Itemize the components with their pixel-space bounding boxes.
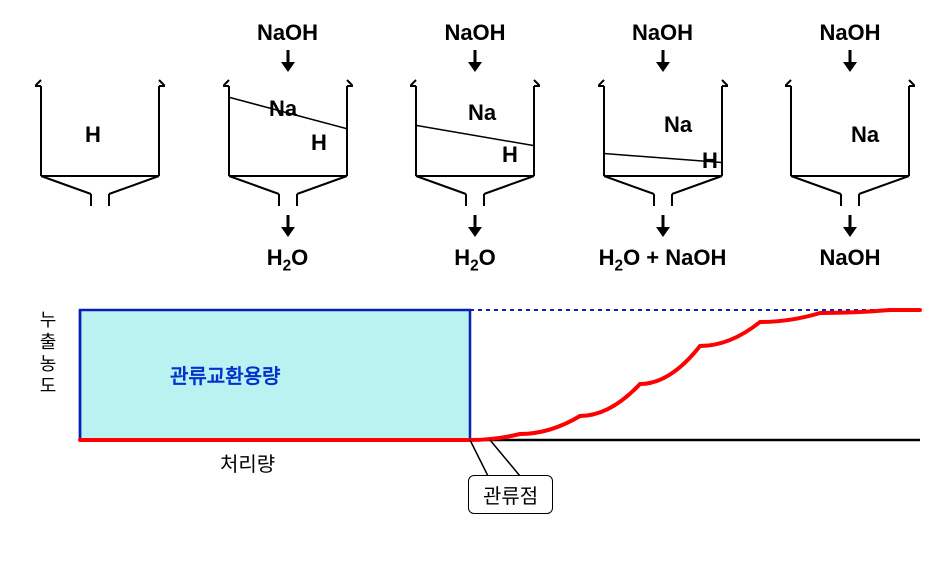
arrow-down-icon [273, 48, 303, 72]
svg-text:H: H [85, 122, 101, 147]
svg-text:Na: Na [851, 122, 880, 147]
breakthrough-callout: 관류점 [468, 475, 553, 514]
svg-text:Na: Na [664, 112, 693, 137]
column-1: H [20, 20, 180, 280]
column-output-label: H2O [454, 245, 496, 271]
arrow-down-icon [460, 48, 490, 72]
svg-text:H: H [702, 148, 718, 173]
arrow-down-icon [835, 213, 865, 237]
column-vessel-icon: Na H [598, 76, 728, 211]
column-row: H NaOH Na H H2ONaOH [20, 20, 930, 280]
chart-svg [20, 300, 930, 560]
svg-text:Na: Na [468, 100, 497, 125]
column-5: NaOH Na NaOH [770, 20, 930, 280]
arrow-down-icon [273, 213, 303, 237]
svg-text:Na: Na [269, 96, 298, 121]
svg-text:H: H [311, 130, 327, 155]
x-axis-label: 처리량 [220, 448, 275, 477]
column-input-label: NaOH [632, 20, 693, 46]
arrow-down-icon [835, 48, 865, 72]
column-vessel-icon: Na H [410, 76, 540, 211]
y-axis-label: 누출농도 [34, 310, 60, 398]
column-input-label: NaOH [819, 20, 880, 46]
column-output-label: H2O + NaOH [599, 245, 727, 271]
arrow-down-icon [460, 213, 490, 237]
column-vessel-icon: H [35, 76, 165, 211]
breakthrough-chart: 누출농도 관류교환용량 처리량 관류점 [20, 300, 930, 560]
column-2: NaOH Na H H2O [208, 20, 368, 280]
column-input-label: NaOH [257, 20, 318, 46]
column-vessel-icon: Na [785, 76, 915, 211]
column-input-label: NaOH [444, 20, 505, 46]
column-output-label: NaOH [819, 245, 880, 271]
svg-text:H: H [502, 142, 518, 167]
column-4: NaOH Na H H2O + NaOH [583, 20, 743, 280]
column-output-label: H2O [267, 245, 309, 271]
capacity-label: 관류교환용량 [170, 360, 280, 389]
column-vessel-icon: Na H [223, 76, 353, 211]
arrow-down-icon [648, 213, 678, 237]
column-3: NaOH Na H H2O [395, 20, 555, 280]
arrow-down-icon [648, 48, 678, 72]
